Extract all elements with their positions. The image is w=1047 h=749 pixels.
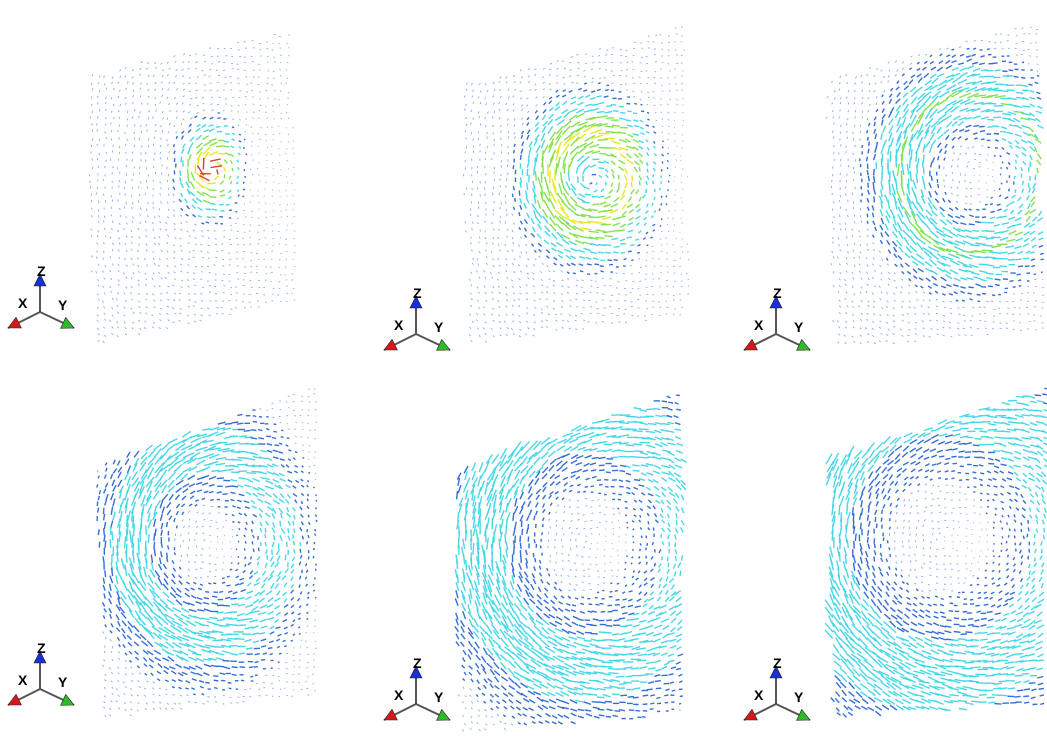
x-axis-label: X xyxy=(18,295,28,311)
vector-field-panel-5 xyxy=(360,374,709,748)
axis-triad-svg: ZX Y xyxy=(7,640,75,706)
axis-triad-svg: ZX Y xyxy=(383,655,451,721)
vector-field-plot xyxy=(824,387,1047,718)
y-axis-label: Y xyxy=(794,689,804,705)
y-axis-arrow xyxy=(775,703,811,721)
y-axis-label: Y xyxy=(58,674,68,690)
z-axis-label: Z xyxy=(413,655,422,671)
x-axis-label: X xyxy=(754,317,764,333)
arrow-glyphs xyxy=(463,26,690,343)
y-axis-arrow xyxy=(415,703,451,721)
vector-field-panel-6 xyxy=(700,374,1047,748)
z-axis-arrow xyxy=(409,295,423,334)
z-axis-label: Z xyxy=(773,655,782,671)
x-axis-arrow xyxy=(7,688,41,706)
x-axis-label: X xyxy=(18,672,28,688)
vector-field-plot xyxy=(463,26,690,343)
vector-field-plot xyxy=(96,388,318,718)
vector-field-panel-3 xyxy=(700,0,1047,374)
vector-field-plot xyxy=(89,34,296,343)
x-axis-arrow xyxy=(743,333,777,351)
y-axis-arrow xyxy=(39,688,75,706)
arrow-glyphs xyxy=(89,34,296,343)
y-axis-label: Y xyxy=(58,297,68,313)
arrow-glyphs xyxy=(826,26,1044,345)
y-axis-arrow xyxy=(415,333,451,351)
z-axis-arrow xyxy=(769,295,783,334)
z-axis-label: Z xyxy=(37,640,46,656)
vector-field-plot xyxy=(454,394,688,732)
y-axis-label: Y xyxy=(794,319,804,335)
x-axis-label: X xyxy=(394,687,404,703)
axis-triad-svg: ZX Y xyxy=(743,285,811,351)
z-axis-label: Z xyxy=(413,285,422,301)
x-axis-label: X xyxy=(754,687,764,703)
vector-field-panel-2 xyxy=(360,0,709,374)
vector-field-panel-4 xyxy=(0,374,349,748)
z-axis-arrow xyxy=(409,665,423,704)
x-axis-arrow xyxy=(383,703,417,721)
y-axis-label: Y xyxy=(434,689,444,705)
z-axis-arrow xyxy=(33,650,47,689)
z-axis-label: Z xyxy=(37,263,46,279)
y-axis-label: Y xyxy=(434,319,444,335)
x-axis-label: X xyxy=(394,317,404,333)
vector-field-panel-1 xyxy=(0,0,349,374)
x-axis-arrow xyxy=(7,311,41,329)
z-axis-arrow xyxy=(33,273,47,312)
arrow-glyphs xyxy=(454,394,688,732)
axis-triad-svg: ZX Y xyxy=(743,655,811,721)
z-axis-label: Z xyxy=(773,285,782,301)
x-axis-arrow xyxy=(743,703,777,721)
arrow-glyphs xyxy=(96,388,318,718)
arrow-glyphs xyxy=(824,387,1047,718)
y-axis-arrow xyxy=(39,311,75,329)
axis-triad-svg: ZX Y xyxy=(7,263,75,329)
axis-triad-svg: ZX Y xyxy=(383,285,451,351)
vector-field-plot xyxy=(826,26,1044,345)
z-axis-arrow xyxy=(769,665,783,704)
y-axis-arrow xyxy=(775,333,811,351)
x-axis-arrow xyxy=(383,333,417,351)
